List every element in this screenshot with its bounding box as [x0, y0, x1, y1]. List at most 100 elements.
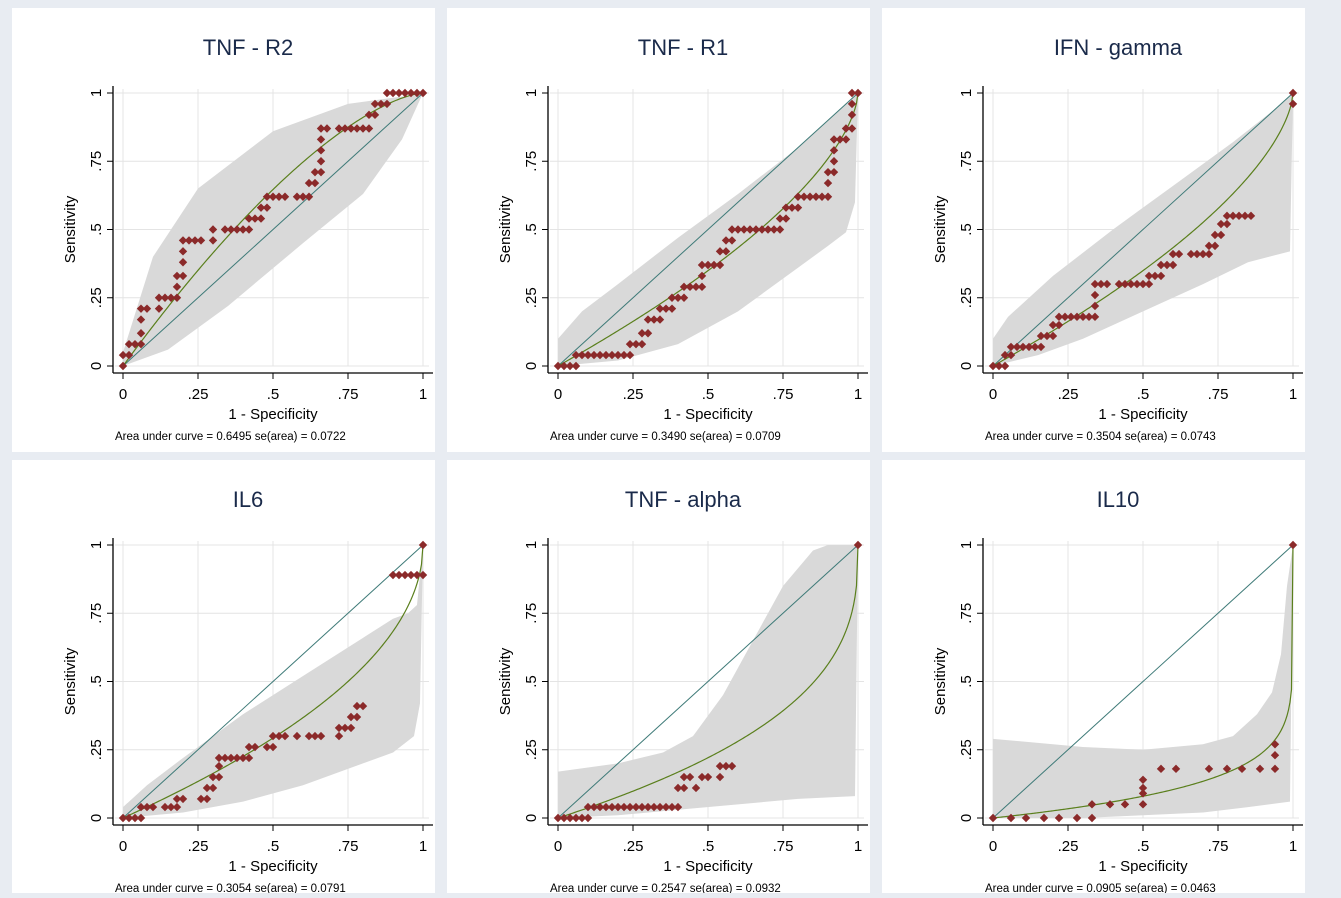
- roc-point: [1024, 342, 1034, 352]
- roc-point: [232, 753, 242, 763]
- roc-point: [412, 88, 422, 98]
- roc-point: [553, 361, 563, 371]
- roc-point: [679, 783, 689, 793]
- roc-point: [142, 304, 152, 313]
- y-tick-label: .75: [88, 151, 105, 172]
- roc-point: [388, 570, 398, 580]
- roc-point: [1102, 279, 1112, 289]
- roc-point: [334, 723, 344, 733]
- roc-panel-4: TNF - alpha 0 0 .25 .25 .5 .5 .75 .75 1 1 1 - Speci…: [447, 460, 870, 898]
- roc-point: [154, 293, 164, 302]
- roc-point: [208, 225, 218, 234]
- roc-point: [823, 178, 833, 188]
- y-tick-label: .25: [958, 287, 975, 308]
- y-tick-label: .5: [958, 675, 975, 688]
- roc-point: [571, 813, 581, 823]
- x-tick-label: .25: [1058, 386, 1079, 403]
- roc-point: [685, 282, 695, 292]
- roc-point: [994, 361, 1004, 371]
- roc-point: [178, 794, 188, 804]
- roc-panel-5: IL10 0 0 .25 .25 .5 .5 .75 .75 1 1 1 - Specificity S…: [882, 460, 1305, 898]
- roc-point: [1270, 764, 1280, 774]
- roc-point: [571, 350, 581, 360]
- roc-point: [256, 214, 266, 223]
- roc-point: [691, 282, 701, 292]
- roc-point: [322, 124, 332, 133]
- roc-point: [793, 192, 803, 201]
- roc-point: [334, 124, 344, 133]
- roc-point: [244, 742, 254, 752]
- roc-point: [172, 794, 182, 804]
- roc-point: [1156, 271, 1166, 281]
- roc-point: [661, 304, 671, 313]
- roc-point: [625, 802, 635, 812]
- y-tick-label: 0: [958, 814, 975, 822]
- roc-point: [130, 339, 140, 349]
- roc-point: [553, 813, 563, 823]
- roc-point: [274, 192, 284, 201]
- roc-point: [715, 772, 725, 782]
- roc-point: [811, 192, 821, 201]
- roc-point: [1222, 211, 1232, 221]
- x-tick-label: 0: [119, 838, 127, 855]
- roc-point: [1090, 312, 1100, 322]
- reference-line: [557, 92, 859, 367]
- reference-line: [122, 92, 424, 367]
- roc-point: [316, 731, 326, 741]
- roc-point: [136, 304, 146, 313]
- roc-point: [418, 570, 428, 580]
- roc-point: [268, 731, 278, 741]
- x-tick-label: .75: [338, 838, 359, 855]
- roc-point: [148, 802, 158, 812]
- roc-point: [1039, 813, 1049, 823]
- roc-point: [304, 178, 314, 188]
- roc-point: [1234, 211, 1244, 221]
- roc-point: [208, 236, 218, 245]
- roc-point: [214, 761, 224, 771]
- roc-point: [988, 813, 998, 823]
- roc-point: [250, 214, 260, 223]
- x-tick-label: .5: [1137, 386, 1150, 403]
- roc-point: [1198, 249, 1208, 259]
- roc-point: [316, 124, 326, 133]
- roc-point: [1087, 813, 1097, 823]
- roc-point: [220, 225, 230, 234]
- roc-point: [1216, 230, 1226, 240]
- x-tick-label: .75: [338, 386, 359, 403]
- roc-point: [370, 110, 380, 120]
- roc-point: [226, 225, 236, 234]
- roc-point: [643, 315, 653, 324]
- roc-point: [1144, 279, 1154, 289]
- y-tick-label: .75: [88, 603, 105, 624]
- y-tick-label: .5: [523, 223, 540, 236]
- roc-point: [625, 339, 635, 349]
- roc-point: [250, 742, 260, 752]
- y-tick-label: 1: [88, 89, 105, 97]
- roc-point: [1270, 751, 1280, 760]
- roc-point: [805, 192, 815, 201]
- roc-point: [364, 110, 374, 120]
- auc-note: Area under curve = 0.0905 se(area) = 0.0…: [985, 883, 1216, 893]
- roc-point: [1042, 331, 1052, 341]
- roc-point: [238, 225, 248, 234]
- roc-point: [631, 339, 641, 349]
- roc-point: [565, 361, 575, 371]
- roc-point: [589, 350, 599, 360]
- roc-point: [847, 110, 857, 120]
- roc-point: [268, 192, 278, 201]
- roc-point: [406, 570, 416, 580]
- roc-point: [262, 203, 272, 212]
- roc-point: [382, 99, 392, 109]
- x-tick-label: 0: [119, 386, 127, 403]
- roc-point: [1084, 312, 1094, 322]
- roc-point: [280, 731, 290, 741]
- roc-point: [1090, 290, 1100, 300]
- y-tick-label: .5: [958, 223, 975, 236]
- roc-point: [739, 225, 749, 234]
- roc-point: [232, 225, 242, 234]
- roc-point: [589, 802, 599, 812]
- roc-point: [1222, 764, 1232, 774]
- roc-point: [136, 315, 146, 324]
- roc-point: [715, 761, 725, 771]
- roc-point: [637, 339, 647, 349]
